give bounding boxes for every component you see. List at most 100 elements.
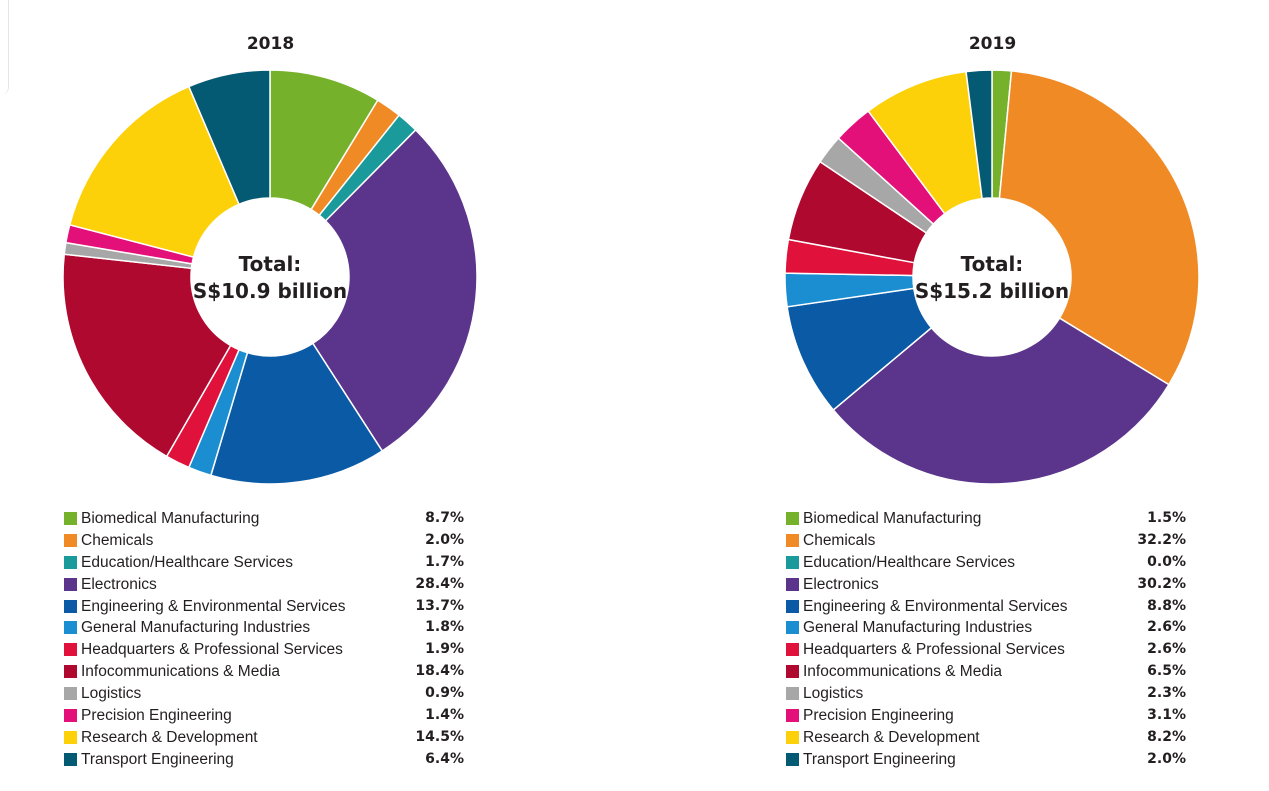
legend-swatch: [786, 643, 799, 657]
legend-item: Chemicals 2.0%: [64, 530, 464, 552]
legend-item: Electronics 28.4%: [64, 574, 464, 596]
legend-item: Engineering & Environmental Services 13.7…: [64, 596, 464, 618]
legend-swatch: [786, 555, 799, 569]
legend-label: General Manufacturing Industries: [81, 619, 311, 637]
legend-value: 8.7%: [425, 510, 464, 526]
legend-value: 6.4%: [425, 750, 464, 767]
donut-chart: Total: S$15.2 billion: [784, 69, 1200, 485]
chart-2018: 2018 Total: S$10.9 billion Biomedical Man…: [0, 0, 600, 791]
center-total-value: S$15.2 billion: [915, 279, 1069, 303]
legend-item: General Manufacturing Industries 2.6%: [786, 617, 1186, 639]
legend-value: 2.6%: [1147, 619, 1186, 636]
legend-value: 30.2%: [1137, 575, 1186, 592]
legend-value: 28.4%: [415, 575, 464, 592]
legend-item: General Manufacturing Industries 1.8%: [64, 617, 464, 639]
legend-label: Infocommunications & Media: [803, 663, 1003, 681]
legend-swatch: [64, 730, 77, 744]
legend-value: 2.0%: [1147, 750, 1186, 767]
left-edge-tab: [0, 0, 9, 95]
legend-item: Biomedical Manufacturing 1.5%: [786, 508, 1186, 530]
legend-label: Engineering & Environmental Services: [803, 597, 1068, 615]
legend-swatch: [64, 599, 77, 613]
legend-label: Electronics: [803, 575, 879, 593]
legend-label: Chemicals: [803, 531, 876, 549]
legend-value: 13.7%: [415, 597, 464, 614]
legend-label: Engineering & Environmental Services: [81, 597, 346, 615]
legend-value: 0.0%: [1147, 553, 1186, 570]
legend-item: Headquarters & Professional Services 2.6%: [786, 639, 1186, 661]
legend-swatch: [64, 577, 77, 591]
legend: Biomedical Manufacturing 8.7% Chemicals 2.0…: [64, 508, 464, 771]
legend-swatch: [64, 512, 77, 525]
legend-swatch: [64, 687, 77, 701]
legend-label: Infocommunications & Media: [81, 663, 281, 681]
legend-value: 3.1%: [1147, 707, 1186, 724]
slice-research-development: [68, 85, 241, 258]
slice-electronics: [311, 128, 478, 452]
legend-swatch: [786, 577, 799, 591]
slice-transport-engineering: [965, 69, 993, 200]
legend-label: Education/Healthcare Services: [803, 553, 1015, 571]
legend-value: 8.8%: [1147, 597, 1186, 614]
slice-engineering-environmental-services: [209, 342, 384, 485]
legend-item: Precision Engineering 1.4%: [64, 705, 464, 727]
legend-item: Transport Engineering 2.0%: [786, 749, 1186, 771]
legend-value: 14.5%: [415, 728, 464, 745]
legend-swatch: [786, 687, 799, 701]
legend-value: 2.3%: [1147, 685, 1186, 702]
legend-item: Research & Development 8.2%: [786, 727, 1186, 749]
legend-value: 1.4%: [425, 707, 464, 724]
legend-swatch: [64, 643, 77, 657]
slice-infocommunications-media: [62, 253, 232, 458]
legend-value: 1.8%: [425, 619, 464, 636]
legend-item: Chemicals 32.2%: [786, 530, 1186, 552]
legend: Biomedical Manufacturing 1.5% Chemicals 32.…: [786, 508, 1186, 771]
legend-label: Headquarters & Professional Services: [803, 641, 1065, 659]
center-total-value: S$10.9 billion: [193, 279, 347, 303]
legend-swatch: [64, 709, 77, 723]
slice-electronics: [832, 317, 1170, 485]
legend-label: Biomedical Manufacturing: [81, 510, 260, 527]
legend-swatch: [64, 555, 77, 569]
legend-swatch: [64, 752, 77, 766]
legend-item: Education/Healthcare Services 1.7%: [64, 552, 464, 574]
legend-swatch: [786, 533, 799, 547]
center-total-label: Total:: [961, 252, 1024, 276]
slice-chemicals: [998, 70, 1200, 386]
legend-value: 0.9%: [425, 685, 464, 702]
legend-label: Transport Engineering: [803, 750, 956, 768]
legend-swatch: [786, 730, 799, 744]
donut-chart: Total: S$10.9 billion: [62, 69, 478, 485]
chart-2019: 2019 Total: S$15.2 billion Biomedical Man…: [722, 0, 1269, 791]
legend-item: Logistics 0.9%: [64, 683, 464, 705]
legend-swatch: [64, 665, 77, 679]
legend-value: 18.4%: [415, 663, 464, 680]
chart-title: 2018: [246, 34, 295, 54]
legend-item: Research & Development 14.5%: [64, 727, 464, 749]
legend-value: 1.9%: [425, 641, 464, 658]
legend-value: 6.5%: [1147, 663, 1186, 680]
legend-swatch: [64, 533, 77, 547]
legend-label: Research & Development: [803, 728, 980, 746]
legend-label: Transport Engineering: [81, 750, 234, 768]
legend-swatch: [64, 621, 77, 635]
legend-label: Headquarters & Professional Services: [81, 641, 343, 659]
legend-swatch: [786, 665, 799, 679]
legend-value: 2.6%: [1147, 641, 1186, 658]
center-total-label: Total:: [239, 252, 302, 276]
legend-item: Engineering & Environmental Services 8.8%: [786, 596, 1186, 618]
slice-transport-engineering: [187, 69, 271, 206]
legend-label: Biomedical Manufacturing: [803, 510, 982, 527]
legend-value: 1.5%: [1147, 510, 1186, 526]
legend-item: Headquarters & Professional Services 1.9%: [64, 639, 464, 661]
legend-label: Education/Healthcare Services: [81, 553, 293, 571]
legend-item: Logistics 2.3%: [786, 683, 1186, 705]
legend-item: Electronics 30.2%: [786, 574, 1186, 596]
legend-item: Infocommunications & Media 6.5%: [786, 661, 1186, 683]
legend-item: Transport Engineering 6.4%: [64, 749, 464, 771]
legend-value: 2.0%: [425, 531, 464, 548]
legend-value: 8.2%: [1147, 728, 1186, 745]
legend-value: 1.7%: [425, 553, 464, 570]
legend-item: Infocommunications & Media 18.4%: [64, 661, 464, 683]
legend-swatch: [786, 599, 799, 613]
